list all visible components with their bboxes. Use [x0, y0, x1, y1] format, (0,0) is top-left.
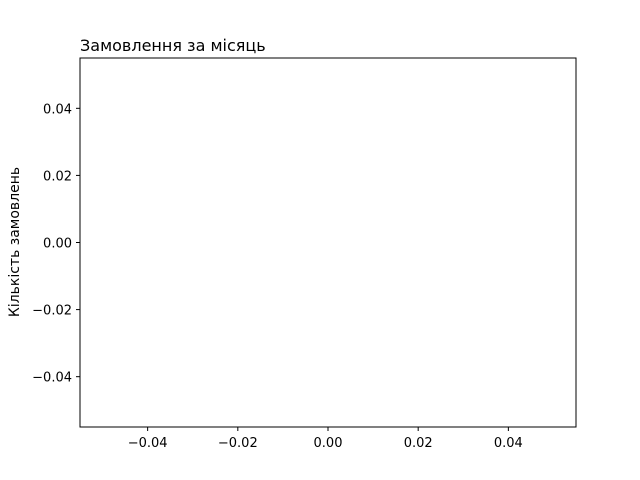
- plot-area: [79, 57, 577, 428]
- y-tick-label: 0.04: [43, 102, 72, 117]
- chart-title: Замовлення за місяць: [80, 36, 266, 55]
- y-axis-label: Кількість замовлень: [7, 167, 23, 317]
- y-axis: −0.04 −0.02 0.00 0.02 0.04: [32, 102, 80, 386]
- y-tick-label: −0.04: [32, 371, 72, 386]
- x-tick-label: −0.02: [218, 436, 258, 451]
- x-tick-label: 0.04: [494, 436, 523, 451]
- y-tick-label: 0.00: [43, 237, 72, 252]
- x-tick-label: 0.02: [404, 436, 433, 451]
- y-tick-label: −0.02: [32, 304, 72, 319]
- plot-frame: [79, 57, 577, 428]
- x-tick-label: −0.04: [128, 436, 168, 451]
- x-tick-label: 0.00: [314, 436, 343, 451]
- y-tick-label: 0.02: [43, 169, 72, 184]
- x-axis: −0.04 −0.02 0.00 0.02 0.04: [128, 427, 523, 451]
